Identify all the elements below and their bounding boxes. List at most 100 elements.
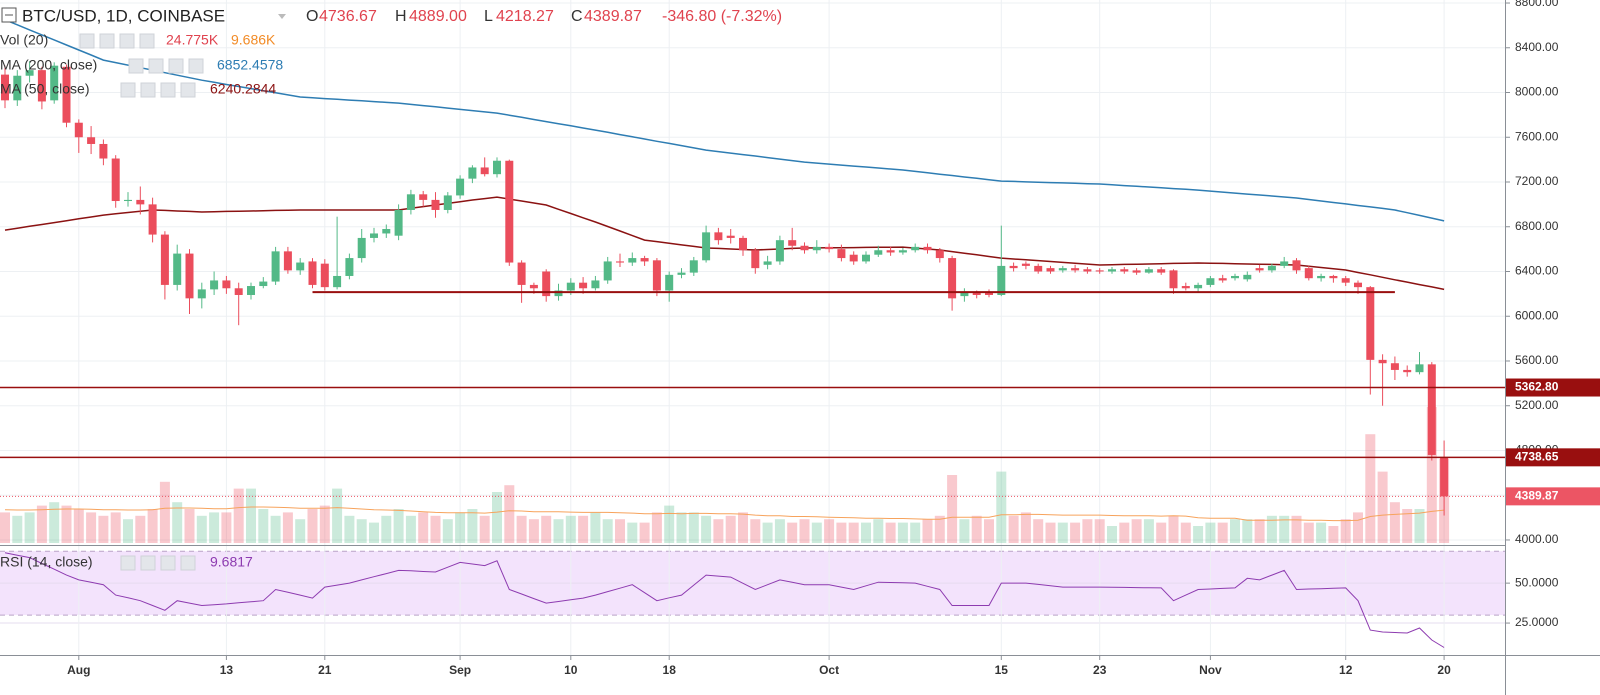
price-label-box [1506, 448, 1600, 467]
settings-button[interactable] [140, 555, 156, 571]
volume-bar [578, 515, 589, 543]
volume-bar [713, 519, 724, 543]
add-button[interactable] [119, 33, 135, 49]
candle-body [739, 237, 747, 251]
volume-bar [49, 502, 60, 543]
remove-button[interactable] [180, 82, 196, 98]
remove-button[interactable] [139, 33, 155, 49]
visibility-button[interactable] [120, 555, 136, 571]
candle-body [751, 250, 760, 269]
settings-button[interactable] [148, 58, 164, 74]
volume-bar [836, 522, 847, 543]
indicator-buttons [79, 33, 155, 49]
indicator-buttons [120, 82, 196, 98]
visibility-button[interactable] [128, 58, 144, 74]
volume-bar [172, 502, 183, 543]
volume-bar [0, 512, 10, 543]
candle-body [542, 271, 551, 297]
volume-bar [627, 522, 638, 543]
candle-body [1144, 269, 1153, 273]
visibility-button[interactable] [79, 33, 95, 49]
candle-body [160, 234, 169, 285]
candle-body [554, 290, 563, 297]
x-tick-label: Sep [449, 663, 471, 677]
volume-bar [897, 522, 908, 543]
candle-body [1181, 286, 1190, 289]
candle-body [87, 137, 96, 144]
add-button[interactable] [168, 58, 184, 74]
volume-bar [356, 519, 367, 543]
volume-bar [1131, 519, 1142, 543]
volume-bar [947, 475, 958, 543]
y-tick-label: 4000.00 [1515, 532, 1559, 546]
candle-body [517, 262, 526, 285]
y-tick-label: 7200.00 [1515, 174, 1559, 188]
volume-bar [799, 519, 810, 543]
candle-body [775, 240, 784, 262]
add-button[interactable] [160, 82, 176, 98]
remove-button[interactable] [180, 555, 196, 571]
candle-body [726, 235, 735, 238]
candle-body [394, 209, 403, 236]
candle-body [406, 194, 415, 210]
volume-bar [762, 522, 773, 543]
x-tick-label: 13 [220, 663, 234, 677]
volume-bar [701, 515, 712, 543]
candle-body [320, 263, 329, 288]
rsi-tick-label: 25.0000 [1515, 615, 1559, 629]
candle-body [825, 246, 834, 250]
y-tick-label: 8400.00 [1515, 40, 1559, 54]
volume-bar [258, 509, 269, 543]
ma200-legend: MA (200, close) [0, 57, 97, 73]
visibility-button[interactable] [120, 82, 136, 98]
volume-bar [1316, 522, 1327, 543]
volume-bar [516, 515, 527, 543]
volume-bar [565, 515, 576, 543]
candle-body [1206, 278, 1215, 285]
settings-button[interactable] [99, 33, 115, 49]
candle-body [1095, 270, 1104, 272]
candle-body [1108, 269, 1116, 272]
candle-body [665, 274, 674, 291]
price-label-box [1506, 378, 1600, 397]
candle-body [1280, 261, 1289, 266]
candle-body [419, 194, 428, 200]
candle-body [345, 258, 354, 276]
add-button[interactable] [160, 555, 176, 571]
candle-body [25, 70, 34, 76]
rsi-legend: RSI (14, close) [0, 554, 93, 570]
candle-body [603, 261, 612, 281]
volume-bar [1119, 522, 1130, 543]
candle-body [62, 66, 71, 123]
volume-bar [86, 512, 97, 543]
candle-body [493, 160, 501, 175]
ohlc-value: 4389.87 [584, 8, 642, 25]
ma50-value: 6240.2844 [210, 81, 276, 97]
candle-body [247, 286, 255, 295]
candle-body [1267, 265, 1276, 271]
indicator-buttons [120, 555, 196, 571]
price-label: 4738.65 [1515, 450, 1559, 464]
candle-body [800, 245, 809, 251]
candle-body [763, 261, 772, 265]
volume-bar [787, 522, 798, 543]
volume-bar [135, 515, 146, 543]
candle-body [1341, 278, 1350, 283]
volume-bar [147, 509, 158, 543]
candle-body [370, 233, 378, 238]
candle-body [296, 262, 305, 271]
volume-bar [984, 519, 994, 543]
candle-body [616, 261, 624, 263]
volume-bar [1353, 512, 1363, 543]
dropdown[interactable] [278, 14, 286, 19]
candle-body [1317, 275, 1326, 279]
candle-body [197, 289, 206, 299]
remove-button[interactable] [188, 58, 204, 74]
volume-bar [1254, 519, 1265, 543]
volume-bar [1143, 519, 1154, 543]
volume-bar [1008, 515, 1019, 543]
volume-bar [393, 509, 404, 543]
volume-bar [1426, 407, 1437, 543]
settings-button[interactable] [140, 82, 156, 98]
candle-body [1427, 364, 1436, 455]
